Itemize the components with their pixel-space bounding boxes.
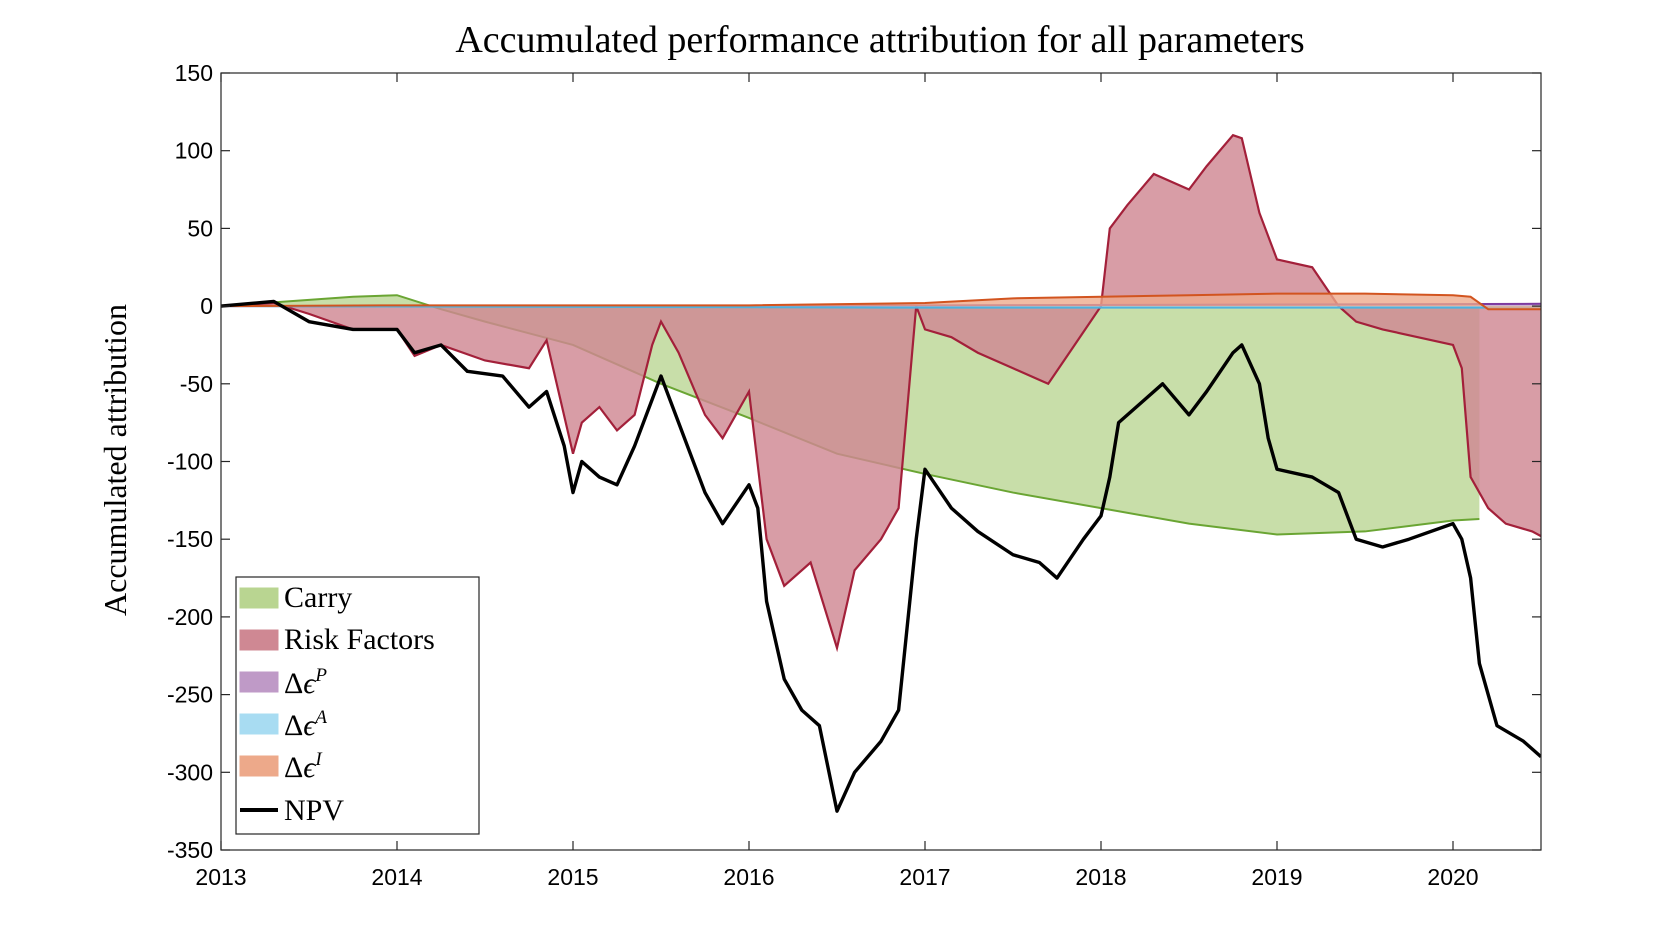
legend-swatch-delta-eps-i — [239, 755, 279, 777]
legend-label-npv: NPV — [284, 794, 344, 827]
legend-label-risk-factors: Risk Factors — [284, 623, 435, 656]
legend-box — [235, 576, 480, 835]
area-edge-delta-eps-a — [221, 305, 1541, 309]
x-tick-label: 2020 — [1427, 864, 1478, 890]
chart-title: Accumulated performance attribution for … — [455, 19, 1304, 61]
area-series-group — [221, 133, 1541, 653]
x-tick-label: 2016 — [723, 864, 774, 890]
legend-item-risk-factors: Risk Factors — [239, 623, 435, 656]
legend-swatch-delta-eps-p — [239, 671, 279, 693]
legend-swatch-carry — [239, 587, 279, 609]
y-tick-label: 150 — [175, 60, 213, 86]
x-axis: 2013 2014 2015 2016 2017 2018 2019 2020 — [195, 73, 1479, 890]
x-tick-label: 2013 — [195, 864, 246, 890]
x-tick-label: 2019 — [1251, 864, 1302, 890]
area-risk-factors — [221, 135, 1541, 648]
y-tick-label: 100 — [175, 138, 213, 164]
y-tick-label: -200 — [167, 604, 213, 630]
y-tick-label: -350 — [167, 837, 213, 863]
x-tick-label: 2017 — [899, 864, 950, 890]
legend-label-carry: Carry — [284, 581, 352, 614]
legend-swatch-delta-eps-a — [239, 713, 279, 735]
line-series-group — [221, 299, 1541, 813]
x-tick-label: 2015 — [547, 864, 598, 890]
y-axis-label: Accumulated attribution — [97, 304, 133, 616]
legend-swatch-risk-factors — [239, 629, 279, 651]
y-axis: 150 100 50 0 -50 -100 -150 -200 -250 -300 -350 — [167, 60, 1541, 863]
line-npv — [221, 299, 1541, 813]
y-tick-label: -250 — [167, 682, 213, 708]
y-tick-label: -50 — [180, 371, 213, 397]
y-tick-label: 0 — [200, 293, 213, 319]
y-tick-label: -100 — [167, 449, 213, 475]
legend-item-npv: NPV — [240, 794, 344, 827]
y-tick-label: -300 — [167, 759, 213, 785]
x-tick-label: 2018 — [1075, 864, 1126, 890]
y-tick-label: 50 — [187, 215, 213, 241]
legend-item-carry: Carry — [239, 581, 352, 614]
area-edge-delta-eps-i — [221, 292, 1541, 311]
legend: Carry Risk Factors ΔϵP ΔϵA ΔϵI NPV — [235, 576, 480, 835]
y-tick-label: -150 — [167, 526, 213, 552]
x-tick-label: 2014 — [371, 864, 422, 890]
